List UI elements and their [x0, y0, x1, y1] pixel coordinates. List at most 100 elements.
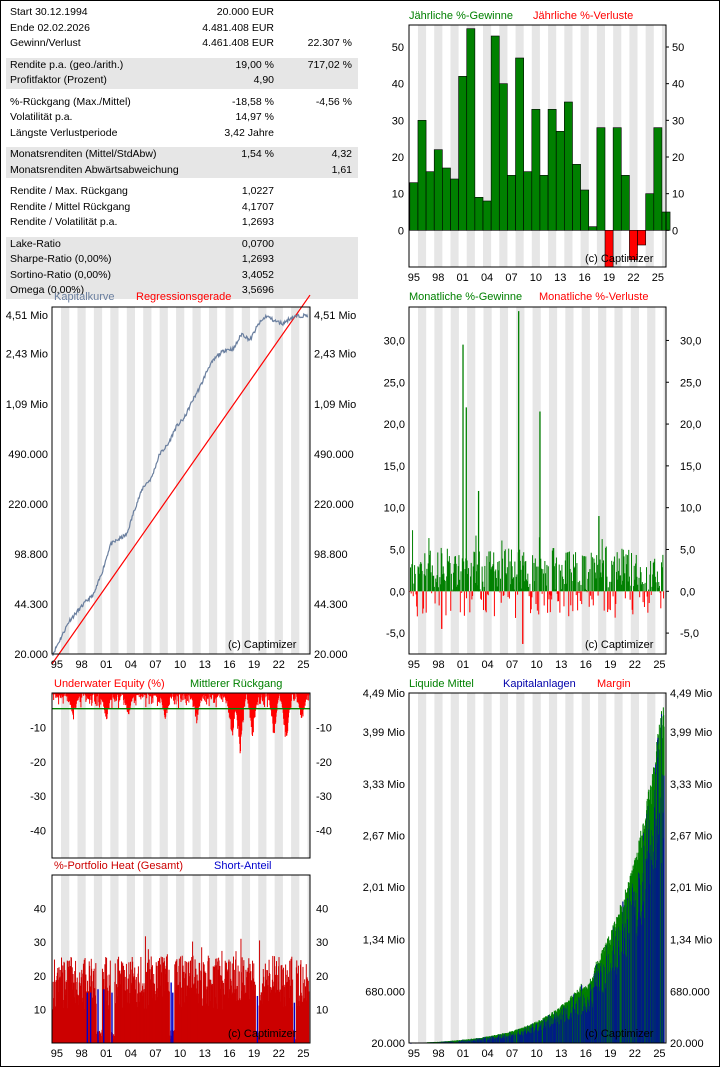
- x-tick-label: 19: [603, 272, 615, 284]
- year-band: [645, 25, 654, 267]
- annual-bar: [580, 189, 590, 231]
- legend-entry: Short-Anteil: [214, 860, 271, 872]
- plot-border: [51, 692, 311, 859]
- stats-label: Gewinn/Verlust: [10, 37, 81, 49]
- x-tick-label: 16: [223, 659, 235, 671]
- x-tick-label: 25: [297, 659, 309, 671]
- y-tick-label-right: 490.000: [314, 449, 354, 461]
- year-band: [307, 693, 310, 858]
- y-tick-label-right: 1,34 Mio: [670, 935, 712, 947]
- stats-value: 4,1707: [241, 200, 274, 213]
- year-band: [110, 307, 119, 654]
- y-tick-label-right: 10,0: [680, 503, 701, 515]
- x-tick-label: 16: [580, 1048, 592, 1060]
- x-tick-label: 07: [149, 1048, 161, 1060]
- year-band: [61, 875, 70, 1043]
- plot-border: [51, 874, 311, 1044]
- x-tick-label: 22: [629, 1048, 641, 1060]
- stats-label: Rendite p.a. (geo./arith.): [10, 58, 124, 71]
- y-tick-label: 20,0: [384, 419, 405, 431]
- annual-bar: [572, 164, 581, 231]
- y-tick-label-right: 2,43 Mio: [314, 349, 356, 361]
- x-tick-label: 04: [125, 659, 137, 671]
- stats-value: 4.461.408 EUR: [202, 37, 274, 49]
- year-band: [143, 307, 152, 654]
- year-band: [241, 875, 251, 1043]
- year-band: [581, 307, 590, 654]
- stats-row: %-Rückgang (Max./Mittel) -18,58 % -4,56 %: [6, 95, 358, 111]
- annual-bar: [474, 197, 484, 231]
- underwater-chart: -10 -10 -20 -20 -30 -30 -40 -40 Underwater Equit…: [30, 678, 332, 859]
- y-tick-label: 1,09 Mio: [6, 399, 48, 411]
- annual-bar: [564, 101, 573, 231]
- x-tick-label: 25: [297, 1048, 309, 1060]
- y-tick-label-right: 0,0: [680, 586, 695, 598]
- y-tick-label-right: 20: [316, 971, 328, 983]
- plot-border: [51, 306, 311, 655]
- y-tick-label-right: -30: [316, 791, 332, 803]
- y-tick-label-right: 30: [672, 115, 684, 127]
- watermark: (c) Captimizer: [585, 1028, 654, 1040]
- x-tick-label: 95: [408, 1048, 420, 1060]
- annual-bar: [417, 120, 427, 231]
- year-band: [467, 693, 476, 1043]
- year-band: [499, 693, 509, 1043]
- y-tick-label-right: 40: [316, 904, 328, 916]
- watermark: (c) Captimizer: [228, 639, 297, 651]
- year-band: [483, 25, 492, 267]
- year-band: [450, 25, 459, 267]
- equity-line: [52, 312, 309, 657]
- legend-entry: Liquide Mittel: [409, 678, 474, 690]
- x-tick-label: 10: [174, 659, 186, 671]
- year-band: [516, 307, 525, 654]
- year-band: [110, 693, 119, 858]
- year-band: [598, 307, 607, 654]
- year-band: [208, 307, 218, 654]
- year-band: [126, 307, 135, 654]
- x-tick-label: 16: [223, 1048, 235, 1060]
- stats-label: Längste Verlustperiode: [10, 126, 118, 139]
- x-tick-label: 13: [555, 1048, 567, 1060]
- year-band: [241, 693, 251, 858]
- regression-line: [51, 294, 311, 665]
- year-band: [450, 307, 459, 654]
- year-band: [274, 307, 283, 654]
- y-tick-label: 10,0: [384, 503, 405, 515]
- stats-row: Rendite / Mittel Rückgang 4,1707: [6, 200, 358, 216]
- x-tick-label: 95: [408, 272, 420, 284]
- watermark: (c) Captimizer: [585, 639, 654, 651]
- monthly-returns-chart: -5,0 -5,0 0,0 0,0 5,0 5,0 10,0 10,0 15,0 15,0 20,0…: [384, 291, 702, 671]
- y-tick-label: 4,49 Mio: [363, 688, 405, 700]
- stats-value: 20.000 EUR: [216, 6, 274, 18]
- year-band: [225, 307, 234, 654]
- stats-row: Gewinn/Verlust 4.461.408 EUR 22.307 %: [6, 36, 358, 52]
- stats-row: Start 30.12.1994 20.000 EUR: [6, 5, 358, 21]
- y-tick-label: 2,43 Mio: [6, 349, 48, 361]
- year-band: [225, 875, 234, 1043]
- year-band: [580, 25, 589, 267]
- x-tick-label: 10: [531, 659, 543, 671]
- year-band: [176, 693, 185, 858]
- x-tick-label: 10: [174, 1048, 186, 1060]
- year-band: [647, 307, 656, 654]
- statistics-table: Start 30.12.1994 20.000 EUR Ende 02.02.202…: [6, 5, 358, 299]
- year-band: [93, 307, 103, 654]
- stats-value: -18,58 %: [231, 95, 274, 108]
- year-band: [159, 693, 168, 858]
- year-band: [143, 875, 152, 1043]
- watermark: (c) Captimizer: [228, 1028, 297, 1040]
- y-tick-label-right: 2,01 Mio: [670, 882, 712, 894]
- stats-label: Sortino-Ratio (0,00%): [10, 268, 111, 281]
- annual-bar: [555, 131, 565, 231]
- year-band: [61, 693, 70, 858]
- x-tick-label: 07: [505, 272, 517, 284]
- stats-label: Rendite / Volatilität p.a.: [10, 216, 118, 228]
- x-tick-label: 95: [408, 659, 420, 671]
- stats-label: Lake-Ratio: [10, 237, 61, 250]
- y-tick-label-right: 98.800: [314, 549, 348, 561]
- y-tick-label-right: 20.000: [314, 649, 348, 661]
- annual-bar: [547, 109, 557, 231]
- y-tick-label-right: 30,0: [680, 335, 701, 347]
- stats-label: Start 30.12.1994: [10, 6, 88, 18]
- year-band: [548, 693, 558, 1043]
